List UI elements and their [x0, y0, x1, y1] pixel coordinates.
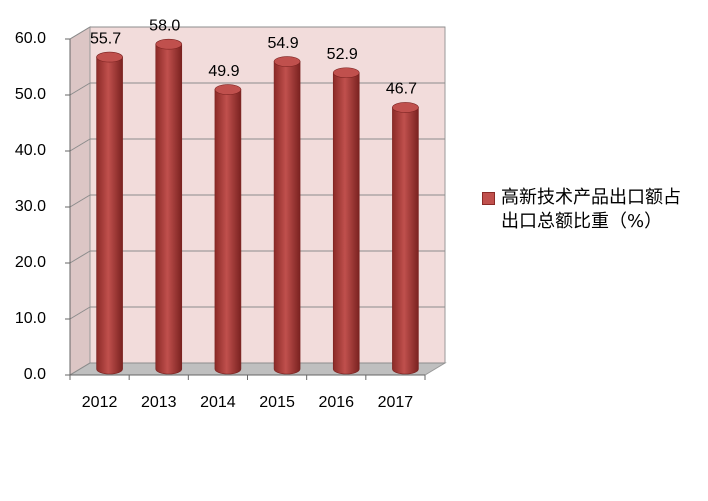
bar-cap — [214, 84, 242, 95]
y-tick-label: 50.0 — [15, 86, 46, 103]
legend: 高新技术产品出口额占出口总额比重（%） — [482, 186, 682, 234]
legend-swatch — [482, 192, 495, 205]
value-label: 54.9 — [268, 35, 299, 52]
bar — [332, 72, 360, 375]
floor — [68, 362, 447, 376]
grid-line-side — [69, 26, 91, 40]
y-tick-label: 10.0 — [15, 310, 46, 327]
bar — [96, 56, 123, 375]
value-label: 58.0 — [149, 17, 180, 34]
x-tick-label: 2012 — [82, 394, 118, 411]
y-tick-label: 60.0 — [15, 30, 46, 47]
value-label: 49.9 — [208, 63, 239, 80]
bar-cap — [332, 67, 360, 79]
bar — [273, 61, 301, 375]
x-tick-label: 2014 — [200, 394, 236, 411]
x-tick-label: 2015 — [259, 394, 295, 411]
x-tick-label: 2017 — [378, 394, 414, 411]
grid-line-side — [69, 306, 91, 320]
bar — [214, 89, 242, 375]
grid-line-side — [69, 250, 91, 264]
grid-line-side — [69, 194, 91, 208]
legend-label: 高新技术产品出口额占出口总额比重（%） — [501, 187, 681, 232]
x-tick-label: 2016 — [318, 394, 354, 411]
y-tick-label: 30.0 — [15, 198, 46, 215]
grid-line-side — [69, 82, 91, 96]
bar-cap — [392, 102, 419, 113]
bar-cap — [273, 56, 301, 67]
bar — [155, 43, 183, 375]
x-tick-label: 2013 — [141, 394, 177, 411]
grid-line-side — [69, 362, 91, 376]
y-tick-label: 40.0 — [15, 142, 46, 159]
value-label: 55.7 — [90, 30, 121, 47]
value-label: 52.9 — [327, 46, 358, 63]
bar — [392, 107, 419, 375]
bar-cap — [96, 51, 123, 63]
y-tick-label: 0.0 — [24, 366, 46, 383]
y-tick-label: 20.0 — [15, 254, 46, 271]
bar-cap — [155, 38, 183, 50]
value-label: 46.7 — [386, 81, 417, 98]
grid-line-side — [69, 138, 91, 152]
